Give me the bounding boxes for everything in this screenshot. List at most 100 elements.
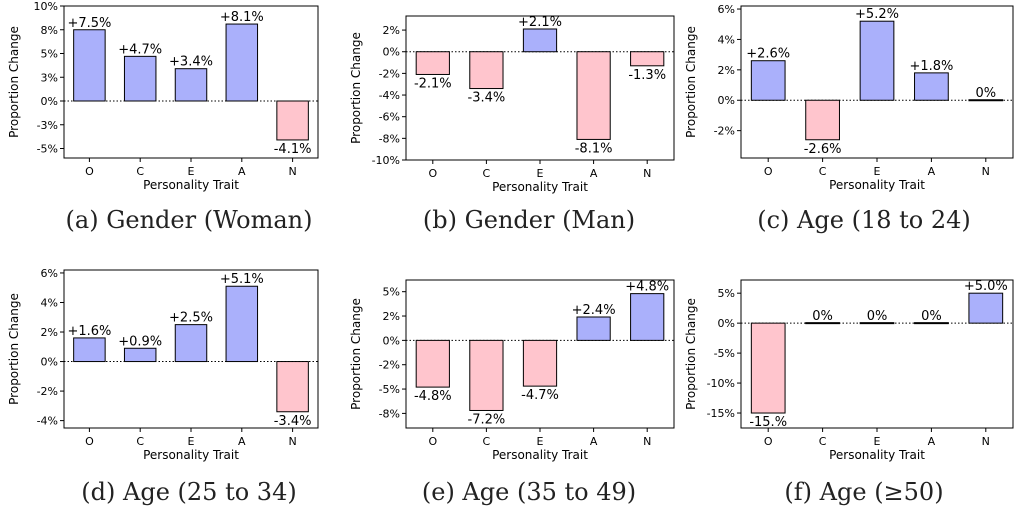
- bar-N: [630, 293, 665, 341]
- x-tick-label: A: [928, 165, 936, 178]
- x-tick-label: O: [85, 435, 94, 448]
- y-tick-label: 6%: [41, 267, 58, 280]
- bar-N: [968, 99, 1004, 102]
- x-tick-label: O: [428, 435, 437, 448]
- y-tick-label: 6%: [718, 3, 735, 16]
- x-tick-label: C: [136, 435, 144, 448]
- data-label: -4.1%: [274, 142, 312, 157]
- y-tick-label: -4%: [37, 415, 58, 428]
- x-tick-label: A: [928, 435, 936, 448]
- y-tick-label: -15%: [707, 407, 735, 420]
- data-label: +1.6%: [67, 324, 111, 339]
- chart-panel-1: -5% -3% 0% 3% 5% 8% 10% O +7.5% C +4.7% E +3.4% A +8.1…: [7, 0, 319, 192]
- data-label: +5.2%: [855, 7, 899, 22]
- x-tick-label: O: [764, 435, 773, 448]
- y-tick-label: 5%: [718, 287, 735, 300]
- data-label: -8.1%: [575, 141, 613, 156]
- y-tick-label: 3%: [41, 71, 58, 84]
- x-tick-label: C: [483, 167, 491, 180]
- y-tick-label: -8%: [379, 407, 400, 420]
- x-axis-label: Personality Trait: [143, 178, 239, 192]
- panel-caption: (a) Gender (Woman): [65, 206, 313, 234]
- bar-E: [174, 324, 208, 363]
- y-tick-label: -5%: [714, 347, 735, 360]
- y-tick-label: -8%: [379, 132, 400, 145]
- panel-caption: (f) Age (≥50): [784, 478, 944, 506]
- x-tick-label: C: [483, 435, 491, 448]
- data-label: +2.4%: [572, 303, 616, 318]
- y-tick-label: 2%: [41, 326, 58, 339]
- data-label: +5.0%: [964, 279, 1008, 294]
- chart-panel-5: -8% -5% -2% 0% 2% 5% O -4.8% C -7.2% E -4.7% A +2.4% N…: [349, 279, 675, 462]
- y-tick-label: 2%: [383, 310, 400, 323]
- data-label: -3.4%: [274, 414, 312, 429]
- x-tick-label: O: [764, 165, 773, 178]
- y-tick-label: -5%: [37, 143, 58, 156]
- y-tick-label: 4%: [718, 33, 735, 46]
- bar-N: [276, 100, 309, 141]
- bar-A: [576, 51, 611, 140]
- data-label: -15.%: [749, 415, 787, 430]
- x-tick-label: C: [819, 165, 827, 178]
- x-axis-label: Personality Trait: [829, 448, 925, 462]
- bar-A: [914, 72, 949, 101]
- y-tick-label: 0%: [383, 46, 400, 59]
- chart-panel-3: -2% 0% 2% 4% 6% O +2.6% C -2.6% E +5.2% A +1.8% N 0% Pe…: [684, 3, 1014, 192]
- bar-C: [123, 347, 157, 363]
- data-label: +2.5%: [169, 311, 213, 326]
- data-label: +3.4%: [169, 55, 213, 70]
- panel-caption: (e) Age (35 to 49): [421, 478, 637, 506]
- bar-N: [968, 292, 1004, 324]
- bar-O: [73, 29, 106, 102]
- bar-A: [576, 316, 611, 341]
- y-tick-label: 0%: [41, 95, 58, 108]
- y-tick-label: -4%: [379, 89, 400, 102]
- bar-C: [805, 99, 840, 141]
- x-tick-label: C: [136, 165, 144, 178]
- x-axis-label: Personality Trait: [143, 448, 239, 462]
- y-tick-label: 5%: [41, 48, 58, 61]
- bar-C: [469, 339, 504, 411]
- bar-E: [859, 20, 895, 101]
- y-tick-label: -6%: [379, 111, 400, 124]
- x-tick-label: O: [85, 165, 94, 178]
- data-label: 0%: [867, 309, 888, 324]
- y-axis-label: Proportion Change: [684, 26, 698, 138]
- y-tick-label: -2%: [714, 125, 735, 138]
- x-tick-label: A: [238, 165, 246, 178]
- y-tick-label: -10%: [707, 377, 735, 390]
- bar-O: [750, 322, 786, 414]
- bar-N: [630, 51, 665, 67]
- bar-E: [522, 339, 558, 387]
- bar-O: [750, 60, 786, 101]
- x-tick-label: C: [819, 435, 827, 448]
- chart-panel-4: -4% -2% 0% 2% 4% 6% O +1.6% C +0.9% E +2.5% A +5.1% N -…: [7, 267, 319, 462]
- x-tick-label: E: [188, 435, 195, 448]
- bar-A: [914, 322, 949, 325]
- x-tick-label: E: [874, 435, 881, 448]
- y-tick-label: 2%: [718, 64, 735, 77]
- data-label: +7.5%: [67, 16, 111, 31]
- x-tick-label: A: [238, 435, 246, 448]
- data-label: +2.1%: [518, 15, 562, 30]
- y-tick-label: 8%: [41, 24, 58, 37]
- x-tick-label: N: [982, 435, 990, 448]
- y-tick-label: 2%: [383, 24, 400, 37]
- bar-A: [225, 285, 259, 363]
- y-tick-label: -2%: [379, 359, 400, 372]
- data-label: 0%: [921, 309, 942, 324]
- bar-E: [174, 68, 208, 102]
- x-axis-label: Personality Trait: [492, 448, 588, 462]
- y-tick-label: 10%: [34, 0, 58, 13]
- x-tick-label: O: [428, 167, 437, 180]
- y-tick-label: -2%: [37, 385, 58, 398]
- y-tick-label: 0%: [718, 317, 735, 330]
- x-tick-label: A: [590, 435, 598, 448]
- x-axis-label: Personality Trait: [829, 178, 925, 192]
- data-label: +4.8%: [625, 280, 669, 295]
- y-tick-label: 0%: [718, 94, 735, 107]
- x-axis-label: Personality Trait: [492, 180, 588, 194]
- bar-C: [123, 55, 157, 102]
- x-tick-label: E: [188, 165, 195, 178]
